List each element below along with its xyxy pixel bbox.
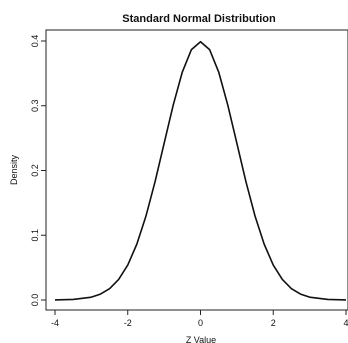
- y-tick-label: 0.4: [30, 35, 40, 48]
- y-tick-label: 0.3: [30, 99, 40, 112]
- plot-frame: [45, 29, 348, 311]
- x-tick-label: -2: [124, 318, 132, 328]
- y-tick-label: 0.1: [30, 229, 40, 242]
- y-axis-label: Density: [9, 154, 19, 185]
- density-curve: [54, 40, 347, 301]
- x-tick-label: 2: [271, 318, 276, 328]
- x-tick-label: 0: [198, 318, 203, 328]
- chart-title: Standard Normal Distribution: [122, 13, 276, 25]
- y-tick-label: 0.2: [30, 164, 40, 177]
- x-axis-label: Z Value: [186, 335, 216, 343]
- x-tick-label: -4: [51, 318, 59, 328]
- x-tick-label: 4: [343, 318, 348, 328]
- y-axis: 0.0 0.1 0.2 0.3 0.4: [30, 35, 46, 307]
- x-axis: -4 -2 0 2 4: [51, 310, 348, 328]
- y-tick-label: 0.0: [30, 294, 40, 307]
